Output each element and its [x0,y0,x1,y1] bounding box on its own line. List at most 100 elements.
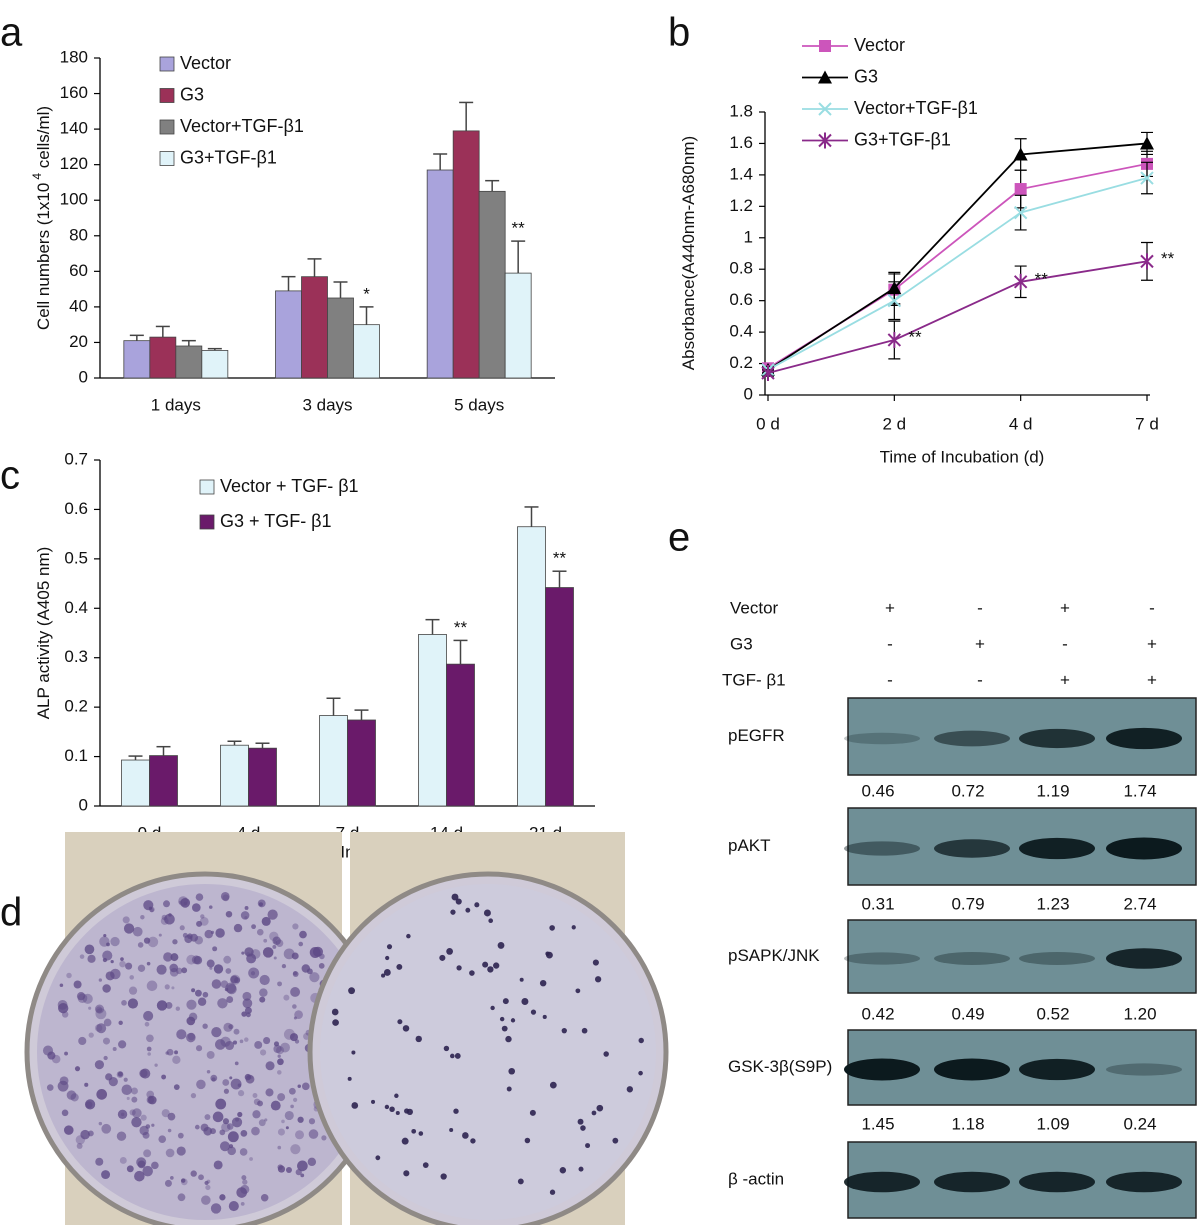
colony [542,1014,547,1020]
colony [139,1125,149,1136]
colony [375,1155,381,1161]
marker [1013,205,1028,220]
colony [319,953,325,960]
colony [318,963,325,969]
colony [80,1129,90,1140]
colony [469,970,475,976]
colony [102,984,111,993]
colony [254,1040,263,1049]
colony [251,1126,260,1136]
colony [178,896,189,907]
band [934,952,1010,965]
colony [198,1174,204,1181]
colony [176,1029,187,1040]
colony [351,1102,359,1109]
blot-value: 0.24 [1123,1114,1156,1133]
colony [132,926,143,937]
colony [160,917,169,925]
colony [517,1178,524,1185]
colony [200,914,205,919]
marker-x [818,102,832,116]
bar [275,290,302,379]
colony [233,923,243,933]
x-tick-label: 3 days [302,395,352,414]
colony [57,1080,69,1092]
y-axis-label-text: Absorbance(A440nm-A680nm) [679,136,698,370]
colony [88,1006,92,1010]
colony [273,956,277,960]
marker-x [1140,171,1154,185]
annotation: ** [908,327,922,346]
colony [549,1081,557,1089]
marker [1014,183,1027,196]
colony [137,964,146,972]
colony [190,1170,197,1177]
colony [263,938,268,943]
colony [292,971,298,976]
colony [502,998,509,1005]
colony [294,1010,303,1019]
colony [385,955,390,961]
colony [293,1016,297,1020]
colony [213,964,224,974]
colony [241,1011,247,1017]
colony [292,1004,297,1009]
colony [117,1109,128,1120]
blot-value: 0.46 [861,781,894,800]
blot-value: 1.45 [861,1114,894,1133]
colony [149,906,155,913]
colony [252,1110,261,1119]
bar [319,715,348,807]
y-tick-label: 1.2 [729,196,753,215]
marker [819,40,831,52]
blot-value: 1.74 [1123,781,1156,800]
bar [123,340,151,379]
colony [213,1160,223,1170]
colony [176,1146,186,1156]
colony [158,933,162,937]
colony [539,979,547,987]
colony [144,1021,150,1027]
condition-mark: - [887,634,893,653]
colony [252,1093,258,1098]
marker [1013,273,1028,290]
colony [233,1028,240,1035]
colony [225,1040,235,1051]
colony [103,1055,108,1061]
marker [1140,253,1154,270]
legend-swatch [199,479,215,495]
colony [147,1052,151,1056]
colony [110,936,120,947]
condition-label: Vector [730,598,779,617]
colony [272,936,281,945]
colony [215,928,225,938]
colony [95,1008,107,1020]
colony [186,1032,196,1043]
band [1019,1171,1095,1193]
y-tick-label: 0.5 [64,548,88,567]
bar [517,526,546,807]
colony [210,1203,222,1214]
colony [545,951,550,956]
y-tick-label: 140 [60,119,88,138]
colony [117,1071,123,1077]
marker [818,70,832,84]
colony [332,1019,339,1026]
colony [596,1104,604,1112]
band [934,1058,1010,1081]
colony [179,925,185,931]
colony [196,920,203,927]
colony [244,1073,252,1081]
annotation: ** [454,618,468,637]
colony [61,1109,69,1117]
colony [177,1193,186,1202]
colony [219,1129,226,1136]
colony [175,1006,181,1011]
colony [77,993,88,1004]
error-bar [524,506,539,527]
colony [106,942,110,947]
colony [626,1086,634,1093]
colony [293,1097,298,1102]
colony [222,1079,230,1086]
